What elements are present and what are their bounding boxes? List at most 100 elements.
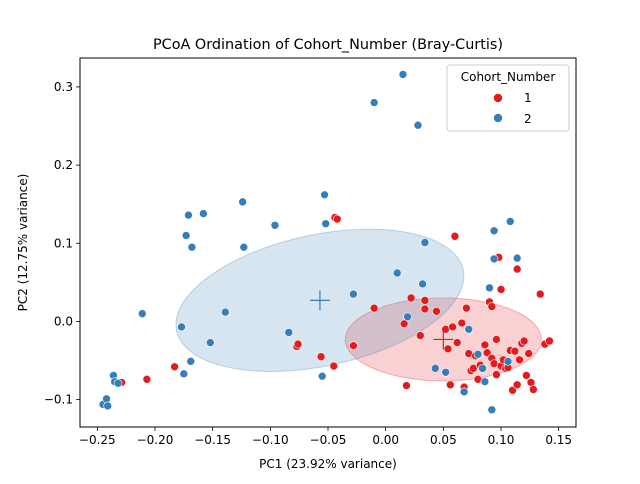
x-tick-label: −0.10 [252,433,289,447]
y-axis-label: PC2 (12.75% variance) [16,174,30,312]
point-cohort-2 [321,219,330,229]
point-cohort-2 [187,242,197,252]
centroid-marker-cohort-2 [309,290,330,311]
point-cohort-2 [206,338,215,347]
point-cohort-1 [399,319,409,329]
point-cohort-2 [369,98,379,107]
point-cohort-2 [239,242,249,252]
x-tick-label: 0.05 [430,433,457,447]
point-cohort-2 [184,210,193,220]
point-cohort-2 [137,309,147,318]
point-cohort-1 [452,338,462,347]
point-cohort-1 [524,349,534,358]
point-cohort-1 [332,214,342,224]
y-tick-label: 0.2 [54,158,73,172]
point-cohort-2 [186,357,196,366]
legend: Cohort_Number 1 2 [446,64,570,132]
chart-title: PCoA Ordination of Cohort_Number (Bray-C… [153,37,503,53]
point-cohort-1 [457,318,467,328]
x-tick-label: 0.00 [372,433,399,447]
point-cohort-2 [284,328,294,337]
y-tick-label: 0.0 [54,314,73,328]
point-cohort-1 [496,285,506,294]
point-cohort-2 [512,253,522,263]
point-cohort-2 [441,367,450,377]
y-tick-label: −0.1 [44,393,73,407]
x-tick-label: 0.10 [488,433,515,447]
point-cohort-2 [430,364,440,373]
point-cohort-1 [445,380,455,390]
point-cohort-2 [480,377,490,386]
x-tick-label: −0.20 [137,433,174,447]
point-cohort-1 [402,381,411,390]
point-cohort-1 [522,371,531,380]
point-cohort-2 [487,405,497,415]
point-cohort-2 [489,254,499,264]
data-points [98,70,554,415]
point-cohort-2 [317,371,327,381]
point-cohort-2 [489,226,499,236]
point-cohort-1 [519,336,529,346]
point-cohort-2 [177,322,186,332]
point-cohort-1 [510,346,520,356]
point-cohort-1 [512,380,522,390]
point-cohort-2 [485,283,494,293]
point-cohort-1 [512,264,522,274]
point-cohort-1 [487,302,497,311]
point-cohort-2 [478,364,487,373]
x-axis-label: PC1 (23.92% variance) [259,457,397,471]
point-cohort-2 [403,312,412,322]
point-cohort-1 [508,385,517,395]
point-cohort-2 [418,279,427,289]
centroid-marker-cohort-1 [433,329,454,350]
y-tick-label: 0.3 [54,80,73,94]
point-cohort-1 [450,231,460,241]
point-cohort-2 [505,217,515,226]
point-cohort-1 [170,362,179,372]
x-axis-ticks: −0.25 −0.20 −0.15 −0.10 −0.05 0.00 0.05 0.10 0.1… [79,427,572,447]
point-cohort-1 [529,385,538,394]
x-tick-label: −0.05 [310,433,347,447]
point-cohort-2 [199,209,208,218]
point-cohort-1 [492,370,501,379]
point-cohort-2 [349,289,358,299]
y-tick-label: 0.1 [54,236,73,250]
point-cohort-2 [413,120,423,130]
point-cohort-2 [464,324,474,334]
point-cohort-1 [535,289,545,299]
point-cohort-2 [320,190,329,200]
point-cohort-2 [102,394,111,404]
point-cohort-1 [420,304,430,314]
legend-label-cohort-1: 1 [524,91,532,105]
point-cohort-1 [443,344,453,354]
legend-marker-cohort-1 [493,93,503,103]
x-tick-label: 0.15 [545,433,572,447]
point-cohort-2 [473,349,483,359]
point-cohort-1 [420,296,430,305]
y-axis-ticks: −0.1 0.0 0.1 0.2 0.3 [44,80,80,407]
point-cohort-1 [329,361,339,371]
point-cohort-2 [113,378,123,388]
point-cohort-1 [480,340,490,350]
legend-title: Cohort_Number [461,70,556,84]
point-cohort-1 [448,322,457,332]
point-cohort-2 [103,401,112,411]
point-cohort-1 [432,306,441,316]
point-cohort-1 [406,293,416,303]
point-cohort-2 [392,268,402,278]
legend-label-cohort-2: 2 [524,112,532,126]
point-cohort-1 [142,375,152,384]
point-cohort-2 [181,231,191,240]
point-cohort-2 [459,387,469,397]
point-cohort-1 [293,339,303,349]
point-cohort-2 [503,357,513,366]
point-cohort-2 [398,70,408,79]
point-cohort-1 [415,331,425,340]
point-cohort-1 [492,335,501,344]
point-cohort-1 [349,341,358,350]
point-cohort-1 [482,348,492,358]
point-cohort-2 [238,197,247,207]
point-cohort-2 [270,221,280,230]
